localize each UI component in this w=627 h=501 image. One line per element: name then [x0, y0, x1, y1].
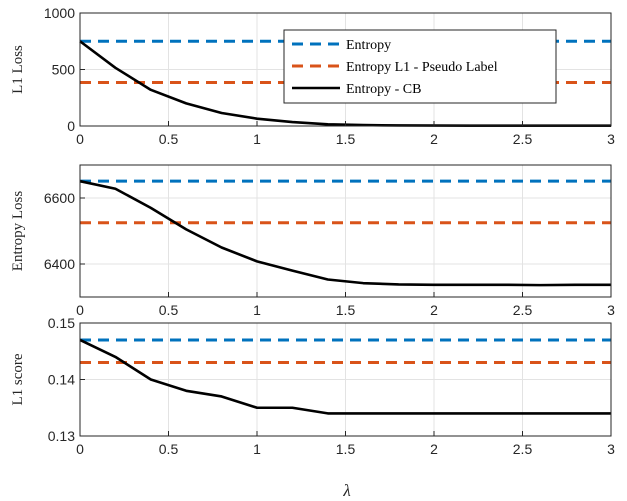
x-tick-label: 0.5 [159, 441, 179, 457]
x-tick-label: 1 [253, 131, 261, 147]
y-tick-label: 0.14 [48, 372, 75, 388]
y-tick-label: 0.13 [48, 428, 75, 444]
y-tick-label: 1000 [44, 5, 75, 21]
y-axis-label: L1 Loss [10, 45, 26, 94]
x-tick-label: 2 [430, 302, 438, 318]
x-tick-label: 2.5 [513, 441, 533, 457]
series-line-entropy-cb [79, 338, 611, 415]
x-tick-label: 2.5 [513, 131, 533, 147]
y-tick-label: 6600 [44, 190, 75, 206]
y-axis-label: L1 score [10, 353, 26, 405]
x-tick-label: 0 [76, 441, 84, 457]
x-tick-label: 0.5 [159, 131, 179, 147]
x-tick-label: 3 [607, 131, 615, 147]
x-tick-label: 3 [607, 302, 615, 318]
x-tick-label: 1.5 [336, 441, 356, 457]
x-tick-label: 1 [253, 441, 261, 457]
x-tick-label: 1.5 [336, 131, 356, 147]
x-tick-label: 0 [76, 302, 84, 318]
x-tick-label: 3 [607, 441, 615, 457]
y-axis-label: Entropy Loss [10, 191, 26, 272]
legend-label: Entropy - CB [346, 82, 421, 97]
x-axis-label: λ [342, 481, 350, 500]
panel-2: 0 0.5 1 1.5 2 2.5 3 6400 6600 Entropy Loss [10, 164, 615, 318]
x-tick-label: 1.5 [336, 302, 356, 318]
y-tick-label: 500 [52, 62, 76, 78]
x-tick-label: 0.5 [159, 302, 179, 318]
x-tick-label: 0 [76, 131, 84, 147]
series-line-entropy-cb [79, 179, 611, 287]
legend: Entropy Entropy L1 - Pseudo Label Entropy … [283, 29, 557, 104]
panel-3: 0 0.5 1 1.5 2 2.5 3 0.13 0.14 0.15 L1 score [10, 315, 615, 457]
x-tick-label: 1 [253, 302, 261, 318]
x-tick-label: 2.5 [513, 302, 533, 318]
y-tick-label: 6400 [44, 256, 75, 272]
y-tick-label: 0.15 [48, 315, 75, 331]
legend-label: Entropy L1 - Pseudo Label [346, 60, 498, 75]
x-tick-label: 2 [430, 131, 438, 147]
legend-label: Entropy [346, 38, 391, 53]
x-tick-label: 2 [430, 441, 438, 457]
y-tick-label: 0 [67, 118, 75, 134]
